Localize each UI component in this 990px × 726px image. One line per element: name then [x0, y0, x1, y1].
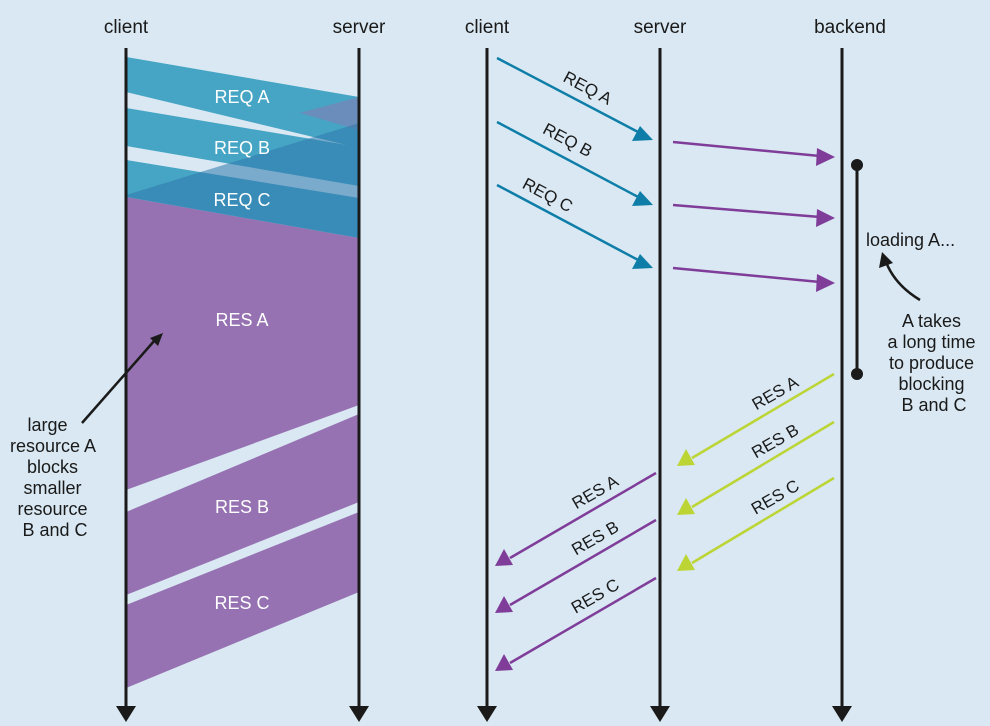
loading-label: loading A... — [866, 230, 955, 250]
req-b-arrowhead — [632, 191, 653, 206]
right-backend-label: backend — [814, 17, 886, 38]
right-backend-arrowhead — [832, 706, 852, 722]
right-client-arrowhead — [477, 706, 497, 722]
right-diagram: client server backend REQ A REQ B REQ C … — [465, 17, 980, 722]
client-res-b-arrow — [509, 518, 657, 607]
fwd-a-arrowhead — [816, 148, 835, 166]
overlap-a — [255, 97, 359, 130]
client-res-b-arrowhead — [495, 596, 513, 613]
client-res-b-label: RES B — [568, 517, 622, 559]
overlap-region — [126, 97, 359, 238]
req-c-arrow — [496, 183, 641, 263]
right-note-line-2: a long time — [887, 332, 975, 352]
fwd-c-arrowhead — [816, 274, 835, 292]
req-a-band — [126, 57, 359, 148]
left-note-line-4: smaller — [23, 478, 81, 498]
backend-res-c-arrow — [691, 476, 835, 565]
left-client-label: client — [104, 17, 149, 38]
left-note-line-3: blocks — [27, 457, 78, 477]
left-note-line-6: B and C — [22, 520, 87, 540]
right-note-line-1: A takes — [902, 311, 961, 331]
right-note-line-5: B and C — [901, 395, 966, 415]
right-note-line-3: to produce — [889, 353, 974, 373]
right-server-arrowhead — [650, 706, 670, 722]
client-res-c-label: RES C — [568, 575, 623, 617]
right-req-b-label: REQ B — [540, 119, 596, 161]
client-res-a-arrowhead — [495, 549, 513, 566]
left-note: large resource A blocks smaller resource… — [10, 415, 100, 540]
left-note-line-2: resource A — [10, 436, 96, 456]
left-server-label: server — [333, 17, 386, 38]
client-res-a-arrow — [509, 471, 657, 560]
left-server-arrowhead — [349, 706, 369, 722]
fwd-a-arrow — [672, 140, 821, 158]
left-diagram: client server REQ A REQ B REQ C RES A RE… — [10, 17, 386, 722]
left-res-c-label: RES C — [214, 593, 269, 613]
res-c-band — [126, 512, 359, 688]
right-req-c-label: REQ C — [519, 174, 575, 216]
loading-end-dot — [851, 368, 863, 380]
client-res-a-label: RES A — [569, 471, 622, 513]
res-b-band — [126, 414, 359, 595]
res-a-band — [126, 197, 359, 490]
right-client-label: client — [465, 17, 510, 38]
fwd-b-arrowhead — [816, 209, 835, 227]
left-note-line-5: resource — [17, 499, 87, 519]
left-note-arrow — [81, 339, 156, 424]
left-req-c-label: REQ C — [213, 190, 270, 210]
right-note: A takes a long time to produce blocking … — [887, 311, 980, 415]
right-server-label: server — [634, 17, 687, 38]
left-res-a-label: RES A — [215, 310, 268, 330]
loading-start-dot — [851, 159, 863, 171]
req-c-arrowhead — [632, 254, 653, 269]
left-req-a-label: REQ A — [214, 87, 269, 107]
fwd-c-arrow — [672, 266, 821, 284]
right-note-line-4: blocking — [898, 374, 964, 394]
right-note-arrowhead — [879, 252, 893, 268]
fwd-b-arrow — [672, 203, 821, 219]
client-res-c-arrow — [509, 576, 657, 665]
req-b-arrow — [496, 120, 641, 200]
backend-res-c-arrowhead — [677, 554, 695, 571]
left-req-b-label: REQ B — [214, 138, 270, 158]
backend-res-a-arrowhead — [677, 449, 695, 466]
left-note-arrowhead — [150, 333, 163, 346]
backend-res-a-arrow — [691, 372, 835, 460]
backend-res-b-arrow — [691, 420, 835, 509]
right-req-a-label: REQ A — [560, 68, 615, 109]
req-a-arrowhead — [632, 126, 653, 141]
client-res-c-arrowhead — [495, 654, 513, 671]
backend-res-b-arrowhead — [677, 498, 695, 515]
req-a-arrow — [496, 56, 641, 135]
left-note-line-1: large — [27, 415, 67, 435]
right-note-arrow — [884, 261, 921, 302]
left-client-arrowhead — [116, 706, 136, 722]
left-res-b-label: RES B — [215, 497, 269, 517]
